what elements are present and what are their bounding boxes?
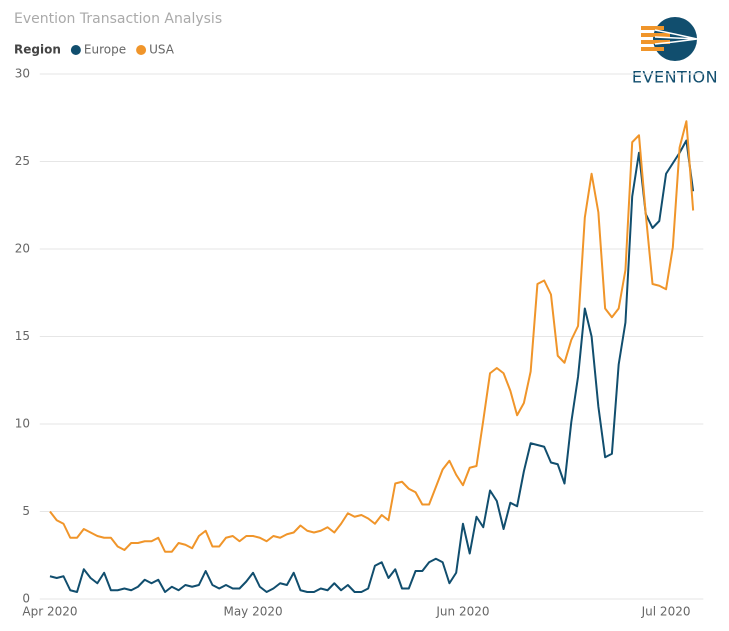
logo-stripes [641, 26, 670, 51]
logo-text: EVENTION [632, 68, 718, 87]
legend-title: Region [14, 43, 61, 57]
y-tick-label: 15 [15, 329, 30, 343]
y-tick-label: 0 [22, 592, 30, 606]
y-tick-label: 30 [15, 67, 30, 81]
legend-label: USA [149, 43, 175, 57]
y-tick-label: 5 [22, 504, 30, 518]
x-tick-label: Apr 2020 [22, 605, 77, 619]
series-line [49, 139, 695, 593]
x-tick-label: Jun 2020 [435, 605, 489, 619]
y-tick-label: 20 [15, 242, 30, 256]
y-tick-label: 25 [15, 154, 30, 168]
chart-title: Evention Transaction Analysis [14, 11, 222, 27]
legend-marker [70, 45, 81, 55]
legend-label: Europe [84, 43, 126, 57]
y-tick-label: 10 [15, 417, 30, 431]
logo-lines [654, 29, 698, 45]
logo: EVENTION [632, 17, 718, 87]
series-line [49, 120, 695, 553]
x-tick-label: May 2020 [223, 605, 282, 619]
x-tick-label: Jul 2020 [641, 605, 691, 619]
legend-marker [136, 45, 147, 55]
